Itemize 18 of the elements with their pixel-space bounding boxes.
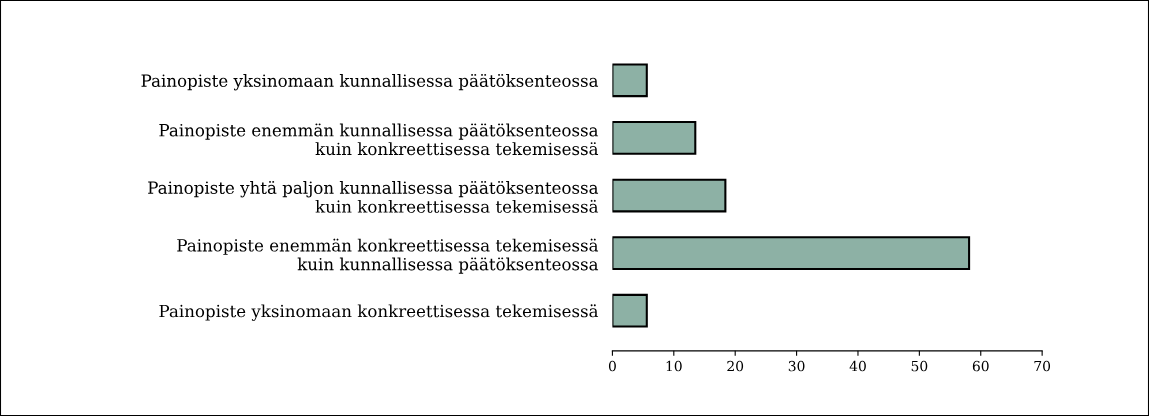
y-tick-label: Painopiste yksinomaan konkreettisessa tekemisessä (159, 304, 599, 321)
x-tick-label: 60 (972, 360, 989, 372)
x-tick-label: 70 (1034, 360, 1051, 372)
y-tick-label: Painopiste yksinomaan kunnallisessa päätöksenteossa (141, 73, 599, 91)
bar (612, 236, 971, 270)
x-tick-label: 0 (608, 360, 616, 372)
x-tick-label: 20 (727, 360, 744, 372)
x-tick-label: 40 (849, 360, 866, 372)
bar (612, 121, 697, 155)
x-tick-label: 50 (911, 360, 928, 372)
x-tick-label: 30 (788, 360, 805, 372)
x-tick-label: 10 (666, 360, 682, 372)
y-tick-label: Painopiste yhtä paljon kunnallisessa päätöksenteossa kuin konkreettisessa tekemisessä (148, 180, 599, 213)
bar (612, 293, 648, 328)
bar (612, 63, 648, 98)
y-tick-label: Painopiste enemmän konkreettisessa tekemisessä kuin kunnallisessa päätöksenteossa (177, 238, 599, 274)
bar (612, 178, 727, 213)
y-tick-label: Painopiste enemmän kunnallisessa päätöksenteossa kuin konkreettisessa tekemisessä (159, 123, 599, 156)
